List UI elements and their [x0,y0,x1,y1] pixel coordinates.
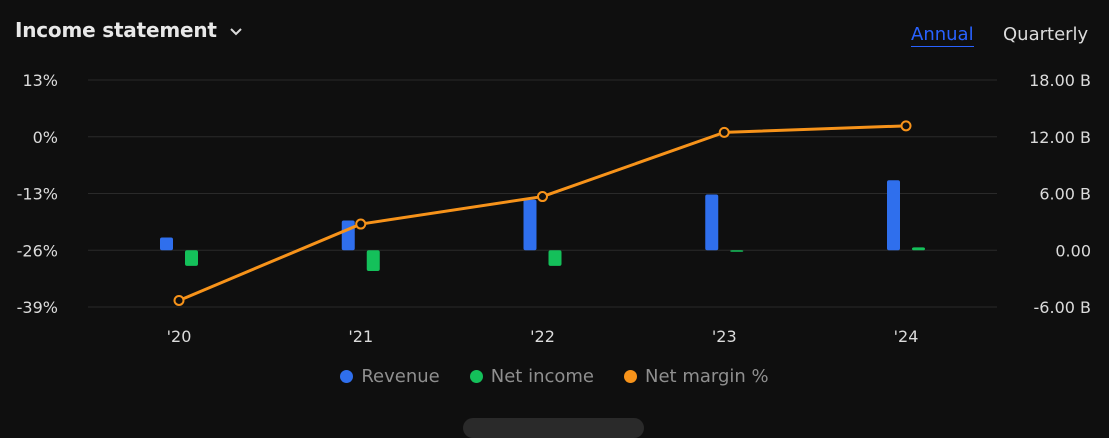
income-chart: 13% 18.00 B 0% 12.00 B -13% 6.00 B -26% 0.00 -39… [17,71,1091,346]
bar-net-income [730,250,744,252]
right-tick-label: 18.00 B [1029,71,1091,90]
tab-annual[interactable]: Annual [911,24,974,47]
legend-item-net-income[interactable]: Net income [469,366,594,387]
right-tick-label: 6.00 B [1039,185,1091,204]
left-tick-label: 0% [33,128,58,147]
page-title: Income statement [15,18,217,42]
right-tick-label: 12.00 B [1029,128,1091,147]
chart-legend: Revenue Net income Net margin % [0,366,1109,387]
right-tick-label: -6.00 B [1034,298,1091,317]
scroll-handle[interactable] [463,418,644,438]
point-net-margin [718,126,730,138]
x-tick-label: '23 [712,327,737,346]
bar-revenue [523,199,537,251]
bar-revenue [887,180,900,251]
legend-label-net-income: Net income [490,366,594,387]
bar-net-income [185,250,198,266]
legend-dot-net-margin [624,370,637,383]
legend-label-net-margin: Net margin % [645,366,769,387]
right-tick-label: 0.00 [1055,241,1091,260]
tab-quarterly[interactable]: Quarterly [1003,24,1089,45]
legend-dot-net-income [469,370,483,383]
legend-dot-revenue [340,370,354,383]
bar-revenue [160,237,173,251]
x-tick-label: '21 [348,327,373,346]
bar-net-income [366,250,380,272]
legend-item-net-margin[interactable]: Net margin % [624,366,769,387]
bar-net-income [548,250,562,266]
x-tick-label: '24 [894,327,919,346]
left-tick-label: -13% [17,185,58,204]
left-tick-label: 13% [22,71,58,90]
bar-revenue [705,194,719,251]
bar-net-income [912,247,925,251]
point-net-margin [900,120,912,132]
chart-header[interactable]: Income statement [15,18,243,42]
line-net-margin [178,124,907,302]
legend-item-revenue[interactable]: Revenue [340,366,440,387]
bar-revenue [341,220,355,251]
left-tick-label: -26% [17,241,58,260]
x-tick-label: '22 [530,327,555,346]
point-net-margin [355,218,367,230]
legend-label-revenue: Revenue [361,366,440,387]
chevron-down-icon[interactable] [229,22,243,41]
x-tick-label: '20 [167,327,192,346]
point-net-margin [173,294,185,306]
left-tick-label: -39% [17,298,58,317]
point-net-margin [537,191,548,203]
